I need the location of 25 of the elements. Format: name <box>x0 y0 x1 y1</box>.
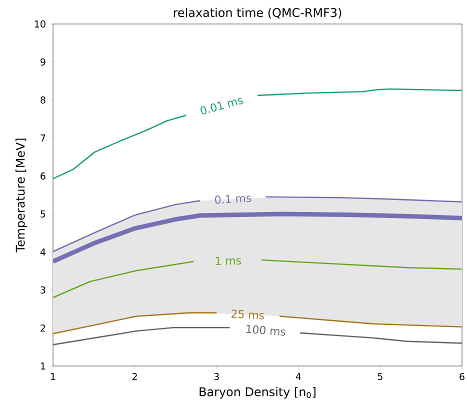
y-tick-label: 6 <box>40 172 46 180</box>
x-tick-label: 1 <box>51 373 56 380</box>
x-tick-label: 6 <box>460 373 464 380</box>
x-tick-label: 5 <box>378 373 382 380</box>
y-tick-label: 4 <box>40 248 46 256</box>
y-tick-label: 2 <box>40 324 46 332</box>
y-tick-label: 7 <box>40 134 46 142</box>
y-tick-label: 9 <box>40 58 46 66</box>
y-tick-label: 10 <box>34 20 46 28</box>
y-tick-label: 3 <box>40 286 46 294</box>
y-axis-title: Temperature [MeV] <box>16 138 28 252</box>
y-tick-label: 8 <box>40 96 46 104</box>
text: 0.01 ms <box>200 98 243 114</box>
x-axis-title: Baryon Density [n$_{0}$] <box>200 387 316 399</box>
series-label: 100 ms <box>246 324 286 336</box>
series-label: 1 ms <box>216 256 241 265</box>
chart-title: relaxation time (QMC-RMF3) <box>174 8 342 18</box>
series-label: 0.1 ms <box>215 195 252 204</box>
x-tick-label: 2 <box>132 373 137 380</box>
x-tick-label: 4 <box>296 373 301 380</box>
line-series <box>53 212 462 264</box>
series-label: 25 ms <box>231 310 264 320</box>
x-tick-label: 3 <box>214 373 219 380</box>
y-tick-label: 1 <box>41 362 46 370</box>
y-tick-label: 5 <box>40 210 46 218</box>
